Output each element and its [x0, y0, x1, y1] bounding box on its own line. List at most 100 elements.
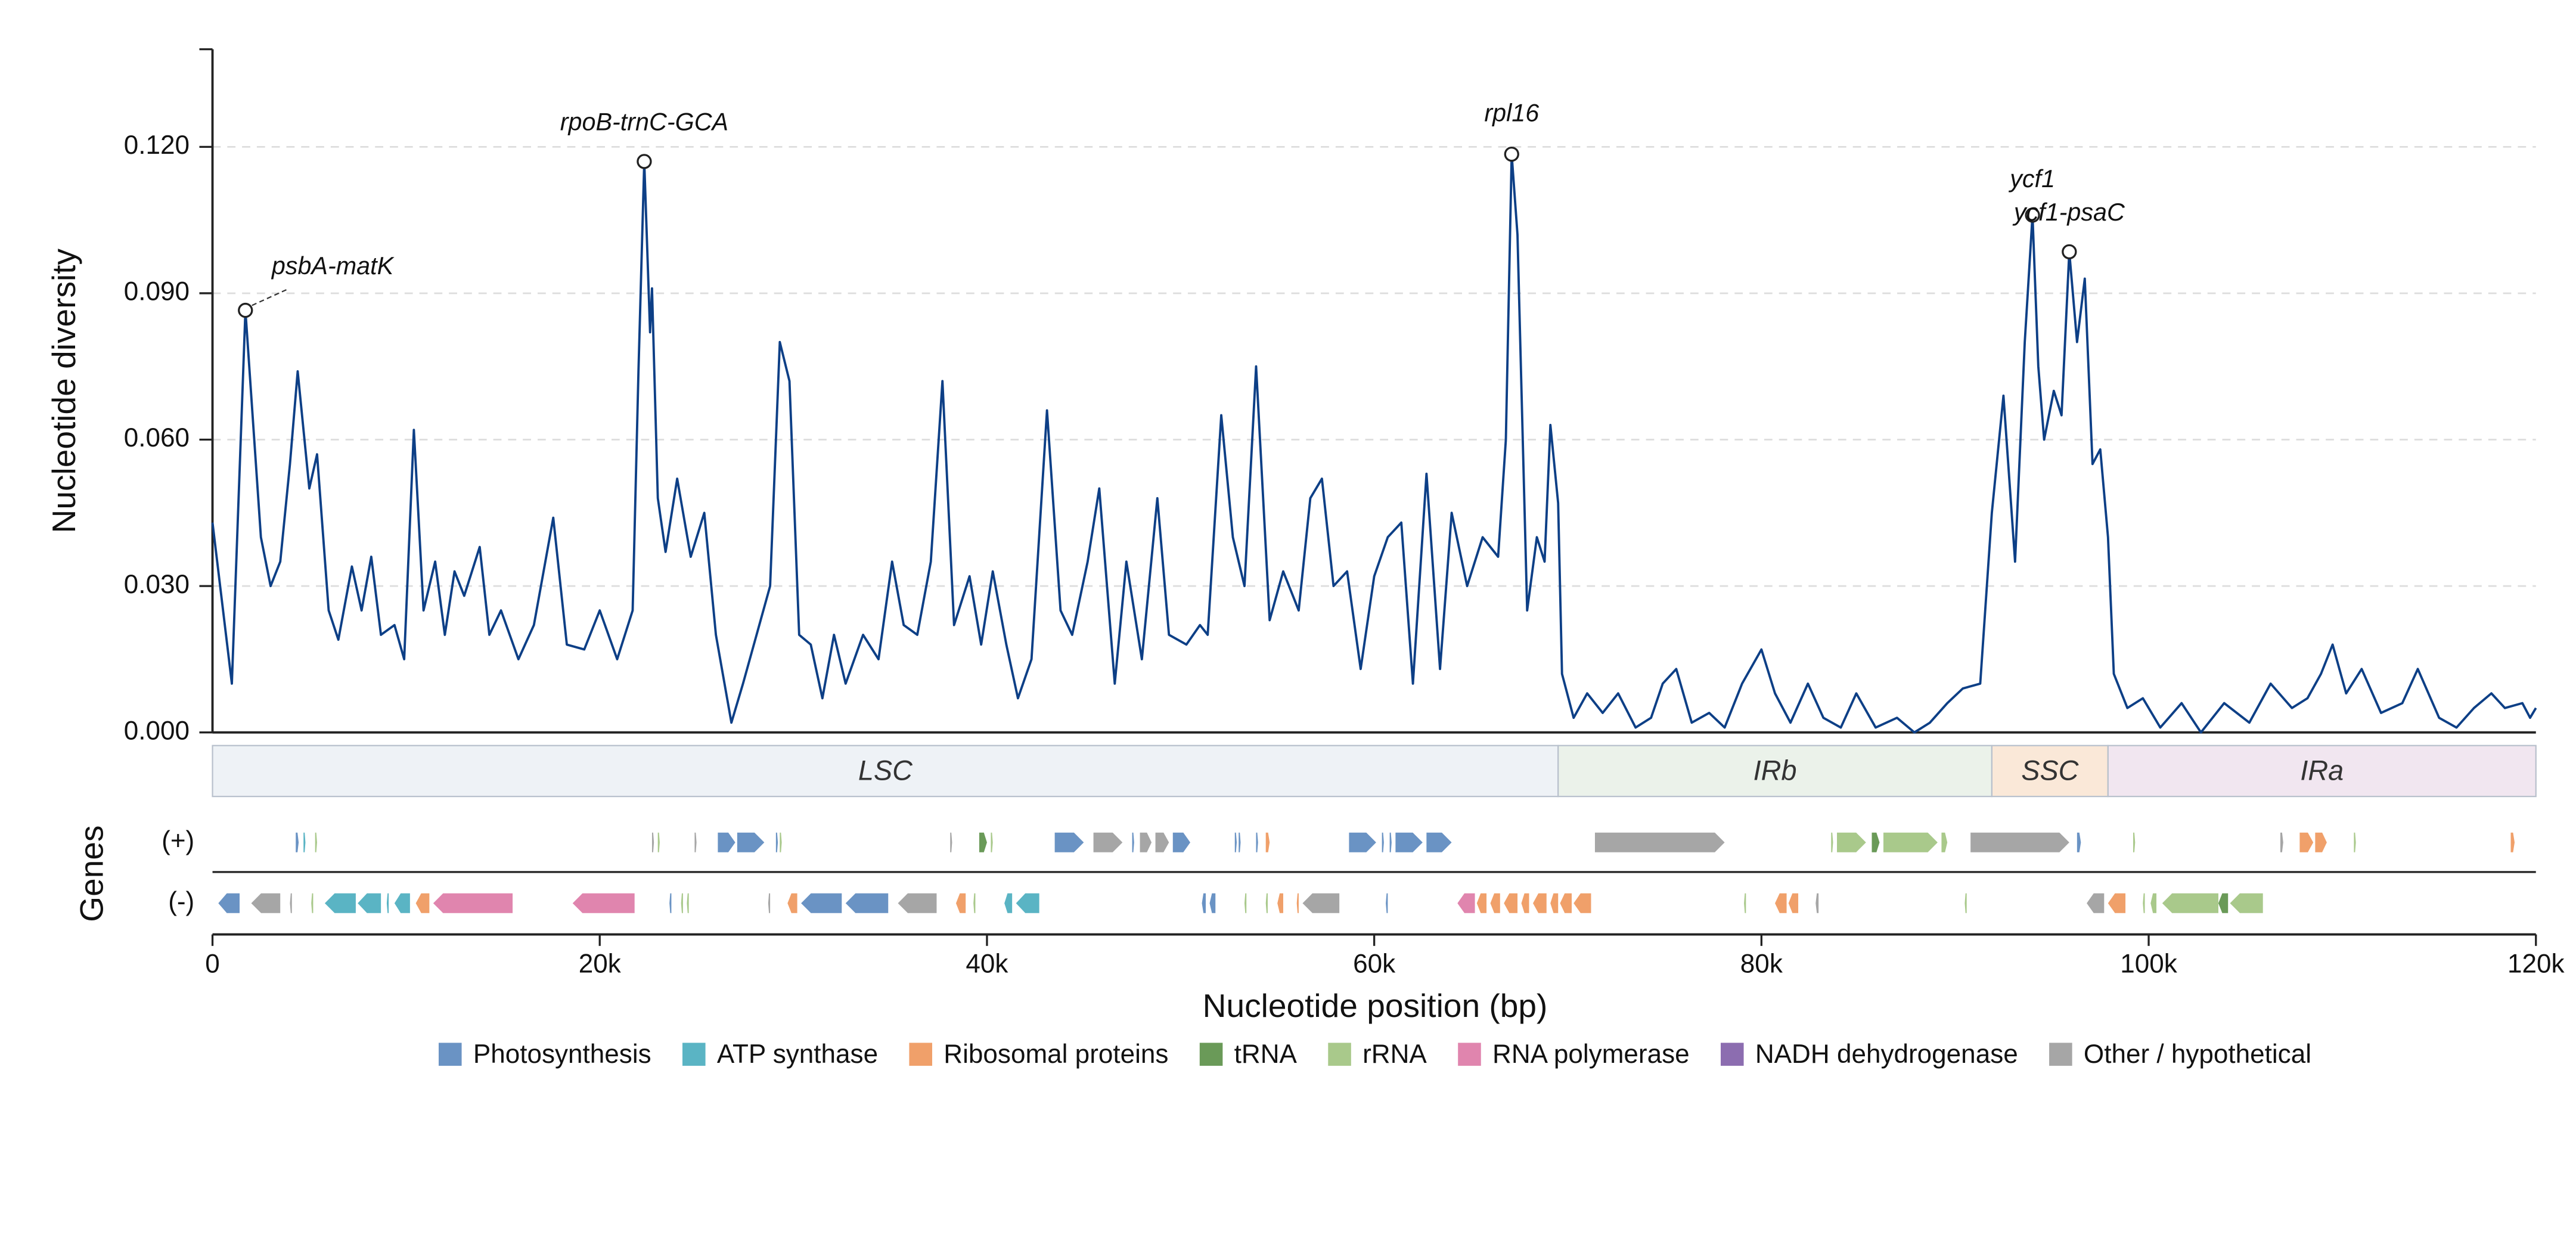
legend-swatch	[1328, 1043, 1351, 1066]
gene	[358, 893, 381, 913]
gene	[290, 893, 292, 913]
gene	[669, 893, 672, 913]
region-label: SSC	[2021, 755, 2079, 786]
track-label: (+)	[162, 826, 194, 855]
gene	[780, 832, 782, 852]
legend-swatch	[1720, 1043, 1744, 1066]
gene	[2315, 832, 2327, 852]
gene	[1941, 832, 1948, 852]
annotation-leader	[252, 288, 288, 306]
gene	[311, 893, 314, 913]
x-tick-label: 100k	[2120, 950, 2178, 979]
region-label: IRa	[2300, 755, 2344, 786]
gene	[1389, 832, 1392, 852]
track-title: Genes	[73, 825, 110, 922]
x-tick-label: 20k	[579, 950, 622, 979]
gene	[1550, 893, 1559, 913]
gene	[737, 832, 765, 852]
gene	[1277, 893, 1283, 913]
gene	[2218, 893, 2229, 913]
gene	[1872, 832, 1880, 852]
gene	[1132, 832, 1134, 852]
gene	[218, 893, 240, 913]
gene	[1964, 893, 1967, 913]
legend-swatch	[438, 1043, 462, 1066]
gene	[651, 832, 654, 852]
gene	[1265, 893, 1268, 913]
gene	[433, 893, 513, 913]
legend-swatch	[2049, 1043, 2072, 1066]
gene	[2087, 893, 2105, 913]
legend-label: Other / hypothetical	[2084, 1040, 2311, 1069]
peak-marker	[2025, 207, 2040, 223]
gene	[1560, 893, 1572, 913]
gene	[1382, 832, 1384, 852]
gene	[2143, 893, 2145, 913]
gene	[1533, 893, 1547, 913]
gene	[1234, 832, 1237, 852]
gene	[1093, 832, 1123, 852]
gene	[2299, 832, 2314, 852]
peak-marker	[1504, 146, 1519, 162]
gene	[251, 893, 281, 913]
gene	[324, 893, 356, 913]
x-tick-label: 80k	[1740, 950, 1783, 979]
legend-swatch	[909, 1043, 933, 1066]
y-axis-title: Nucleotide diversity	[45, 248, 82, 533]
gene	[687, 893, 689, 913]
gene	[1521, 893, 1529, 913]
x-tick-label: 0	[205, 950, 220, 979]
gene	[1744, 893, 1746, 913]
annotation: psbA-matK	[271, 252, 395, 280]
gene	[2162, 893, 2218, 913]
legend-label: tRNA	[1234, 1040, 1298, 1069]
gene	[1172, 832, 1191, 852]
gene	[657, 832, 660, 852]
gene	[979, 832, 987, 852]
region	[212, 745, 1559, 798]
gene	[1004, 893, 1013, 913]
gene	[1054, 832, 1084, 852]
gene	[394, 893, 410, 913]
annotation: rpl16	[1484, 99, 1539, 126]
gene	[303, 832, 306, 852]
gene	[775, 832, 778, 852]
diversity-line	[211, 153, 2537, 734]
gene	[1573, 893, 1591, 913]
gene	[898, 893, 937, 913]
gene	[1395, 832, 1423, 852]
gene	[718, 832, 735, 852]
gene	[1457, 893, 1475, 913]
gene	[1970, 832, 2069, 852]
gene	[1883, 832, 1938, 852]
gene	[2133, 832, 2136, 852]
x-tick-label: 60k	[1353, 950, 1396, 979]
peak-marker	[238, 302, 253, 318]
gene	[1504, 893, 1518, 913]
y-tick-label: 0.120	[124, 131, 190, 160]
region-label: LSC	[858, 755, 913, 786]
gene	[1239, 832, 1241, 852]
y-tick-label: 0.060	[124, 423, 190, 452]
gene	[1302, 893, 1340, 913]
peak-marker	[637, 154, 652, 169]
gene	[1837, 832, 1866, 852]
gene	[681, 893, 683, 913]
track-label: (-)	[168, 887, 194, 916]
x-tick-label: 40k	[966, 950, 1008, 979]
gene	[1476, 893, 1487, 913]
legend-swatch	[1458, 1043, 1481, 1066]
gene	[1594, 832, 1725, 852]
gene	[2150, 893, 2157, 913]
legend-swatch	[682, 1043, 706, 1066]
gene	[845, 893, 889, 913]
gene	[1202, 893, 1206, 913]
y-tick-label: 0.000	[124, 716, 190, 745]
legend-label: NADH dehydrogenase	[1755, 1040, 2018, 1069]
peak-marker	[2062, 244, 2077, 260]
gene	[2077, 832, 2081, 852]
gene	[2510, 832, 2515, 852]
gene	[315, 832, 317, 852]
region	[1557, 745, 1993, 798]
